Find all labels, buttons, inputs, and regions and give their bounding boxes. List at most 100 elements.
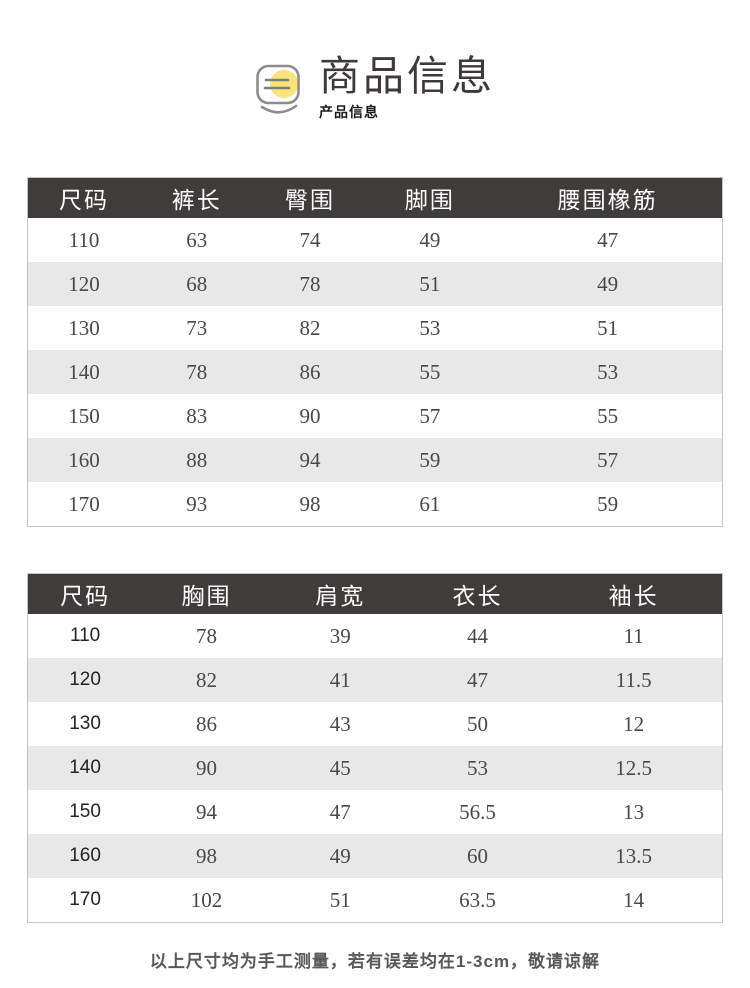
measure-cell: 39 bbox=[329, 623, 351, 648]
pants-table-header: 尺码 裤长 臀围 脚围 腰围橡筋 bbox=[27, 177, 723, 219]
measure-cell: 74 bbox=[299, 227, 321, 252]
measure-cell: 13 bbox=[623, 799, 645, 824]
table-row: 110 63 74 49 47 bbox=[28, 218, 723, 262]
measure-cell: 57 bbox=[597, 447, 619, 472]
measure-cell: 50 bbox=[466, 711, 488, 736]
col-chest: 胸围 bbox=[142, 573, 271, 615]
col-size: 尺码 bbox=[27, 573, 143, 615]
table-row: 120 82 41 47 11.5 bbox=[27, 658, 723, 703]
table-row: 160 88 94 59 57 bbox=[27, 438, 723, 483]
icon-rounded-square bbox=[256, 64, 300, 105]
size-cell: 140 bbox=[69, 757, 101, 779]
table-row: 140 90 45 53 12.5 bbox=[27, 746, 723, 791]
measure-cell: 93 bbox=[186, 491, 208, 516]
measure-cell: 83 bbox=[186, 403, 208, 428]
table-row: 170 93 98 61 59 bbox=[28, 482, 723, 527]
measure-cell: 63.5 bbox=[459, 887, 496, 912]
size-cell: 150 bbox=[69, 801, 101, 823]
size-cell: 120 bbox=[68, 271, 100, 296]
measure-cell: 47 bbox=[597, 227, 619, 252]
measure-cell: 41 bbox=[329, 667, 351, 692]
measure-cell: 56.5 bbox=[459, 799, 496, 824]
icon-yellow-circle bbox=[270, 70, 298, 98]
page-subtitle: 产品信息 bbox=[319, 104, 379, 121]
measure-cell: 47 bbox=[329, 799, 351, 824]
top-table-header: 尺码 胸围 肩宽 衣长 袖长 bbox=[27, 573, 723, 615]
header-row: 尺码 胸围 肩宽 衣长 袖长 bbox=[27, 573, 723, 615]
measure-cell: 73 bbox=[186, 315, 208, 340]
icon-bottom-arc bbox=[260, 104, 298, 114]
measure-cell: 59 bbox=[419, 447, 441, 472]
measure-cell: 98 bbox=[299, 491, 321, 516]
size-cell: 120 bbox=[69, 669, 101, 691]
table-row: 110 78 39 44 11 bbox=[28, 614, 723, 658]
size-cell: 160 bbox=[68, 447, 100, 472]
measure-cell: 13.5 bbox=[615, 843, 652, 868]
measure-cell: 78 bbox=[195, 623, 217, 648]
col-shoulder: 肩宽 bbox=[270, 573, 410, 615]
title-block: 商品信息 产品信息 bbox=[319, 53, 495, 122]
measure-cell: 78 bbox=[299, 271, 321, 296]
table-row: 140 78 86 55 53 bbox=[27, 350, 723, 395]
size-cell: 140 bbox=[68, 359, 100, 384]
measure-cell: 68 bbox=[186, 271, 208, 296]
product-info-icon bbox=[256, 64, 300, 114]
measure-cell: 14 bbox=[623, 887, 645, 912]
size-cell: 170 bbox=[68, 491, 100, 516]
measure-cell: 51 bbox=[329, 887, 351, 912]
measure-cell: 11 bbox=[623, 623, 644, 648]
col-leg-opening: 脚围 bbox=[366, 177, 494, 219]
measure-cell: 55 bbox=[597, 403, 619, 428]
top-table-body: 110 78 39 44 11 120 82 41 47 11.5 130 86 43 50 12 140 90… bbox=[27, 614, 723, 923]
table-row: 130 86 43 50 12 bbox=[28, 702, 723, 746]
table-row: 160 98 49 60 13.5 bbox=[27, 834, 723, 879]
table-row: 130 73 82 53 51 bbox=[28, 306, 723, 350]
col-sleeve-length: 袖长 bbox=[545, 573, 723, 615]
table-row: 150 83 90 57 55 bbox=[28, 394, 723, 438]
measure-cell: 11.5 bbox=[615, 667, 652, 692]
measure-cell: 94 bbox=[195, 799, 217, 824]
pants-table-body: 110 63 74 49 47 120 68 78 51 49 130 73 82 53 51 140 78 86… bbox=[27, 218, 723, 527]
measure-cell: 59 bbox=[597, 491, 619, 516]
size-cell: 150 bbox=[68, 403, 100, 428]
size-cell: 110 bbox=[69, 625, 101, 647]
measure-cell: 49 bbox=[419, 227, 441, 252]
col-garment-length: 衣长 bbox=[409, 573, 546, 615]
measure-cell: 86 bbox=[299, 359, 321, 384]
measure-cell: 45 bbox=[329, 755, 351, 780]
col-size: 尺码 bbox=[27, 177, 141, 219]
measurement-note: 以上尺寸均为手工测量，若有误差均在1-3cm，敬请谅解 bbox=[149, 952, 601, 972]
measure-cell: 55 bbox=[419, 359, 441, 384]
measure-cell: 63 bbox=[186, 227, 208, 252]
page-header: 商品信息 产品信息 bbox=[0, 53, 750, 122]
size-cell: 130 bbox=[68, 315, 100, 340]
measure-cell: 49 bbox=[329, 843, 351, 868]
size-cell: 160 bbox=[69, 845, 101, 867]
measure-cell: 53 bbox=[597, 359, 619, 384]
col-waist-elastic: 腰围橡筋 bbox=[493, 177, 723, 219]
col-hip: 臀围 bbox=[253, 177, 367, 219]
size-cell: 130 bbox=[69, 713, 101, 735]
measure-cell: 43 bbox=[329, 711, 351, 736]
header-row: 尺码 裤长 臀围 脚围 腰围橡筋 bbox=[27, 177, 723, 219]
col-pants-length: 裤长 bbox=[140, 177, 254, 219]
measure-cell: 102 bbox=[190, 887, 223, 912]
measure-cell: 90 bbox=[299, 403, 321, 428]
measure-cell: 88 bbox=[186, 447, 208, 472]
size-cell: 170 bbox=[69, 889, 101, 911]
top-size-table: 尺码 胸围 肩宽 衣长 袖长 110 78 39 44 11 120 82 41 47 11.5 1… bbox=[27, 573, 723, 924]
measure-cell: 86 bbox=[195, 711, 217, 736]
measure-cell: 78 bbox=[186, 359, 208, 384]
measure-cell: 60 bbox=[466, 843, 488, 868]
table-row: 150 94 47 56.5 13 bbox=[28, 790, 723, 834]
measure-cell: 53 bbox=[419, 315, 441, 340]
measure-cell: 82 bbox=[299, 315, 321, 340]
measure-cell: 90 bbox=[195, 755, 217, 780]
measure-cell: 94 bbox=[299, 447, 321, 472]
measure-cell: 12.5 bbox=[615, 755, 652, 780]
measure-cell: 61 bbox=[419, 491, 441, 516]
measure-cell: 44 bbox=[466, 623, 488, 648]
measure-cell: 51 bbox=[597, 315, 619, 340]
page-title: 商品信息 bbox=[319, 53, 495, 99]
